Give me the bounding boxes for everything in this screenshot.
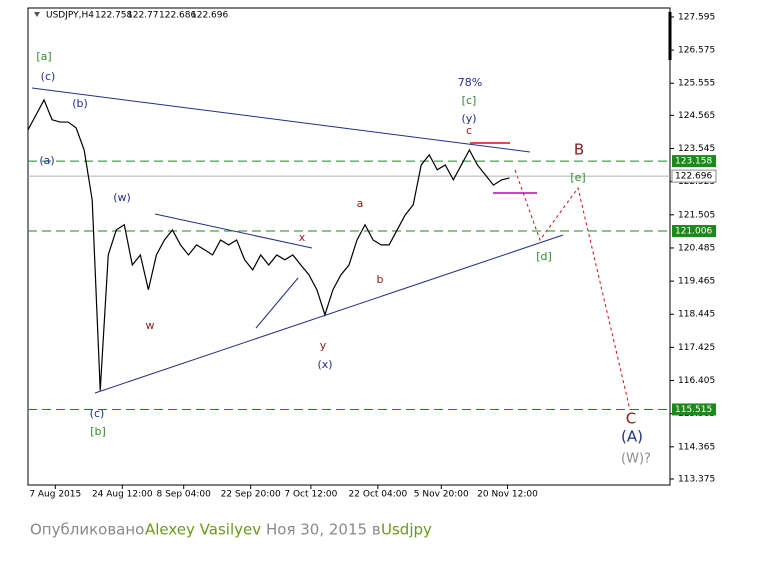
wave-label: [e] — [570, 171, 585, 184]
wave-label: 78% — [458, 76, 482, 89]
wave-label: a — [357, 197, 364, 210]
wave-label: (b) — [72, 97, 88, 110]
x-tick-label: 24 Aug 12:00 — [92, 490, 153, 500]
symbol: USDJPY,H4 — [46, 11, 94, 21]
wave-label: (y) — [461, 112, 476, 125]
x-tick-label: 22 Oct 04:00 — [349, 490, 408, 500]
footer-date: Ноя 30, 2015 в — [266, 521, 381, 539]
plot-frame — [27, 7, 671, 486]
wave-label: (c) — [90, 407, 105, 420]
wave-label: (c) — [41, 70, 56, 83]
projection-path — [514, 169, 631, 411]
y-tick-label: 119.465 — [678, 277, 715, 287]
x-tick-label: 8 Sep 04:00 — [157, 490, 212, 500]
wave-label: c — [466, 124, 472, 137]
wave-label: (W)? — [621, 452, 651, 467]
y-tick-label: 118.445 — [678, 310, 715, 320]
trend-lines — [31, 87, 564, 394]
wave-label: y — [320, 339, 327, 352]
wave-label: x — [299, 231, 306, 244]
level-label: 115.515 — [675, 405, 712, 415]
current-price-label: 122.696 — [675, 172, 712, 182]
wave-label: [b] — [90, 425, 106, 438]
y-tick-label: 127.595 — [678, 12, 715, 22]
y-tick-label: 113.375 — [678, 474, 715, 484]
y-tick-label: 125.555 — [678, 79, 715, 89]
level-label-box — [672, 155, 716, 168]
wave-label: B — [574, 141, 584, 159]
y-tick-label: 121.505 — [678, 210, 715, 220]
wave-label: (x) — [317, 358, 332, 371]
y-tick-label: 123.545 — [678, 144, 715, 154]
wave-label: [c] — [462, 94, 477, 107]
footer-author[interactable]: Alexey Vasilyev — [145, 521, 261, 539]
ohlc-value: 122.686 — [159, 11, 196, 21]
level-label: 121.006 — [675, 227, 712, 237]
y-tick-label: 116.405 — [678, 376, 715, 386]
current-price-box — [671, 169, 717, 183]
y-tick-label: 117.425 — [678, 343, 715, 353]
trend-line — [154, 213, 313, 249]
y-tick-label: 120.485 — [678, 243, 715, 253]
x-tick-label: 7 Oct 12:00 — [284, 490, 337, 500]
x-tick-label: 22 Sep 20:00 — [221, 490, 281, 500]
symbol-icon — [34, 12, 40, 17]
wave-label: w — [146, 319, 155, 332]
footer-published: Опубликовано — [30, 521, 144, 539]
y-tick-label: 114.365 — [678, 442, 715, 452]
ohlc-value: 122.758 — [95, 11, 132, 21]
x-tick-label: 20 Nov 12:00 — [477, 490, 538, 500]
ohlc-value: 122.77 — [127, 11, 159, 21]
footer-symbol[interactable]: Usdjpy — [381, 521, 432, 539]
level-label: 123.158 — [675, 157, 712, 167]
y-tick-label: 126.575 — [678, 46, 715, 56]
price-line — [27, 98, 510, 391]
x-tick-label: 7 Aug 2015 — [29, 490, 81, 500]
wave-label: [d] — [536, 250, 552, 263]
wave-label: (w) — [113, 191, 131, 204]
x-tick-label: 5 Nov 20:00 — [414, 490, 469, 500]
ohlc-value: 122.696 — [191, 11, 228, 21]
wave-label: (a) — [39, 154, 54, 167]
wave-label: (A) — [621, 428, 643, 446]
trend-line — [94, 234, 564, 394]
level-label-box — [672, 225, 716, 238]
wave-label: C — [626, 410, 636, 428]
level-label-box — [672, 403, 716, 416]
trend-line — [255, 277, 299, 329]
y-tick-label: 124.565 — [678, 111, 715, 121]
wave-label: b — [377, 273, 384, 286]
wave-label: [a] — [36, 50, 51, 63]
trend-line — [31, 87, 531, 153]
